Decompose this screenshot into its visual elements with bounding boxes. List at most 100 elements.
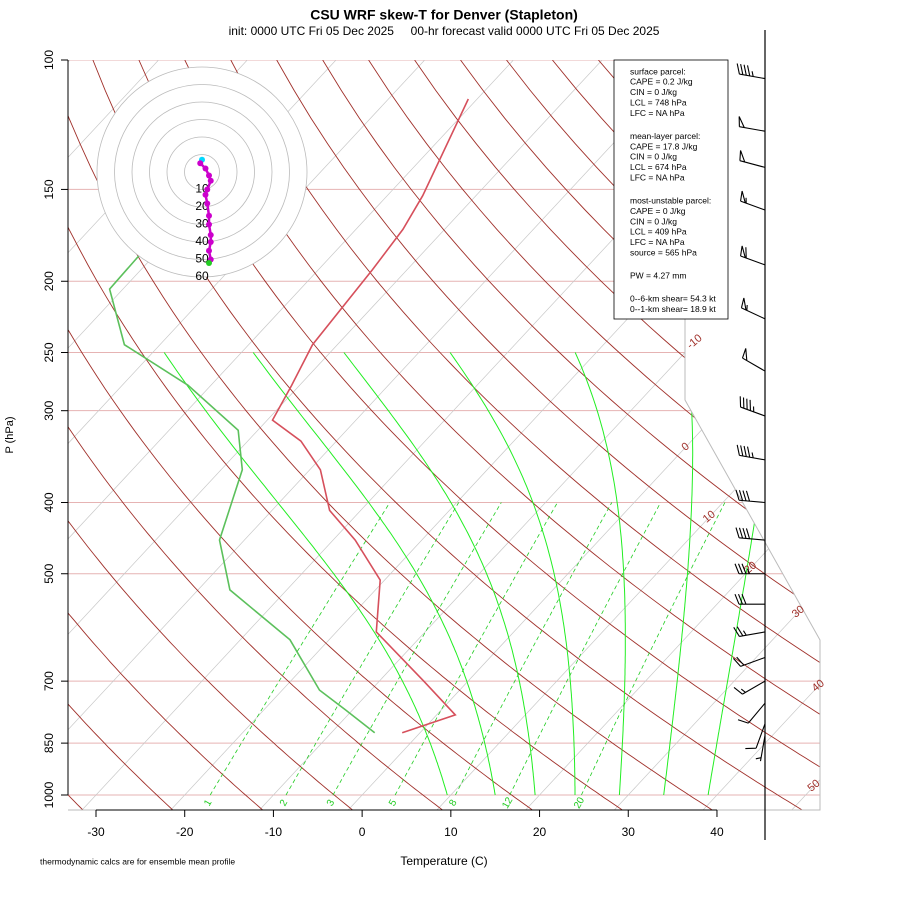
barb-shape bbox=[733, 626, 766, 637]
stats-line: most-unstable parcel: bbox=[630, 195, 711, 205]
hodograph-ring bbox=[114, 84, 290, 260]
dry-adiabat bbox=[68, 60, 444, 810]
x-axis-title: Temperature (C) bbox=[400, 854, 487, 868]
barb-shape bbox=[736, 63, 766, 80]
barb-shape bbox=[734, 593, 765, 605]
dry-adiabat bbox=[68, 60, 624, 810]
isotherm bbox=[258, 60, 820, 810]
stats-line: PW = 4.27 mm bbox=[630, 270, 686, 280]
barb-shape bbox=[739, 396, 766, 417]
barb-shape bbox=[736, 444, 766, 461]
dry-adiabat bbox=[276, 60, 820, 810]
dry-adiabat bbox=[68, 60, 354, 810]
hodograph-point bbox=[206, 172, 212, 179]
x-tick-label: 10 bbox=[444, 825, 458, 839]
stats-line: LCL = 409 hPa bbox=[630, 227, 687, 237]
dewpoint-profile bbox=[108, 254, 376, 734]
wind-barb bbox=[735, 527, 766, 541]
mixing-ratio-label: 2 bbox=[278, 798, 291, 809]
dry-adiabat bbox=[68, 60, 534, 810]
y-tick-label: 500 bbox=[42, 563, 56, 583]
x-tick-label: 30 bbox=[622, 825, 636, 839]
dry-adiabat bbox=[368, 60, 820, 810]
stats-line: CIN = 0 J/kg bbox=[630, 152, 677, 162]
isotherm bbox=[524, 60, 820, 810]
barb-shape bbox=[735, 527, 766, 541]
chart-title: CSU WRF skew-T for Denver (Stapleton) bbox=[310, 7, 578, 23]
wind-barb bbox=[736, 63, 766, 80]
hodograph-point bbox=[207, 239, 214, 245]
stats-line: CAPE = 17.8 J/kg bbox=[630, 141, 698, 151]
moist-adiabat bbox=[252, 352, 496, 796]
isotherm bbox=[68, 60, 514, 810]
moist-adiabat bbox=[343, 352, 536, 796]
hodograph-ring bbox=[131, 101, 273, 243]
wind-barb bbox=[740, 190, 766, 211]
wind-barb bbox=[735, 489, 766, 504]
x-tick-label: 20 bbox=[533, 825, 547, 839]
stats-line: CAPE = 0.2 J/kg bbox=[630, 77, 693, 87]
hodograph-point bbox=[206, 212, 212, 219]
y-tick-label: 700 bbox=[42, 671, 56, 691]
barb-shape bbox=[732, 656, 766, 667]
footnote: thermodynamic calcs are for ensemble mea… bbox=[40, 856, 235, 866]
mixing-ratio-label: 5 bbox=[387, 798, 400, 809]
stats-line: CAPE = 0 J/kg bbox=[630, 206, 686, 216]
wind-barb bbox=[745, 723, 766, 750]
hodograph-point bbox=[204, 200, 211, 207]
stats-box bbox=[613, 59, 729, 320]
wind-barb bbox=[737, 702, 766, 724]
stats-line: LFC = NA hPa bbox=[630, 237, 685, 247]
wind-barb bbox=[740, 245, 766, 266]
y-tick-label: 400 bbox=[42, 492, 56, 512]
mixing-ratio-label: 20 bbox=[572, 795, 587, 811]
isotherm bbox=[68, 60, 425, 810]
isotherm bbox=[68, 60, 692, 810]
y-tick-label: 150 bbox=[42, 179, 56, 199]
barb-shape bbox=[733, 680, 766, 695]
hodograph-point bbox=[202, 165, 209, 172]
wind-barb bbox=[734, 593, 765, 605]
barb-shape bbox=[737, 702, 766, 724]
hodograph-point bbox=[207, 232, 214, 238]
wind-barb bbox=[733, 626, 766, 637]
barb-shape bbox=[755, 735, 766, 762]
stats-line: LFC = NA hPa bbox=[630, 172, 685, 182]
wind-barb bbox=[740, 297, 766, 320]
stats-line: LCL = 674 hPa bbox=[630, 162, 687, 172]
hodograph-point bbox=[202, 191, 209, 198]
stats-line: CIN = 0 J/kg bbox=[630, 87, 677, 97]
wind-barbs bbox=[732, 30, 766, 840]
isotherm bbox=[347, 60, 820, 810]
x-tick-label: -20 bbox=[176, 825, 194, 839]
hodograph-ring bbox=[184, 154, 220, 190]
dry-adiabat bbox=[184, 60, 820, 810]
hodograph-point bbox=[206, 221, 212, 228]
y-tick-label: 200 bbox=[42, 271, 56, 291]
y-tick-label: 300 bbox=[42, 400, 56, 420]
hodograph-ring-label: 30 bbox=[195, 217, 209, 231]
wind-barb bbox=[733, 680, 766, 695]
moist-adiabat bbox=[449, 352, 576, 795]
isotherm bbox=[68, 60, 603, 810]
mixing-ratio-line bbox=[332, 502, 502, 796]
mixing-ratio-label: 1 bbox=[202, 798, 215, 809]
isotherm bbox=[702, 60, 820, 810]
barb-shape bbox=[740, 245, 766, 266]
hodograph-ring bbox=[96, 66, 308, 278]
barb-shape bbox=[741, 348, 766, 372]
dry-adiabat bbox=[230, 60, 820, 810]
y-tick-label: 100 bbox=[42, 50, 56, 70]
barb-shape bbox=[745, 723, 766, 750]
hodograph-point bbox=[206, 260, 212, 266]
hodograph-ring bbox=[149, 119, 255, 225]
x-tick-label: -30 bbox=[87, 825, 105, 839]
mixing-ratio-line bbox=[509, 502, 661, 796]
barb-shape bbox=[740, 297, 766, 320]
y-tick-label: 250 bbox=[42, 342, 56, 362]
dry-adiabat bbox=[68, 60, 714, 810]
temperature-profile bbox=[271, 98, 470, 734]
stats-line: 0--6-km shear= 54.3 kt bbox=[630, 293, 716, 303]
